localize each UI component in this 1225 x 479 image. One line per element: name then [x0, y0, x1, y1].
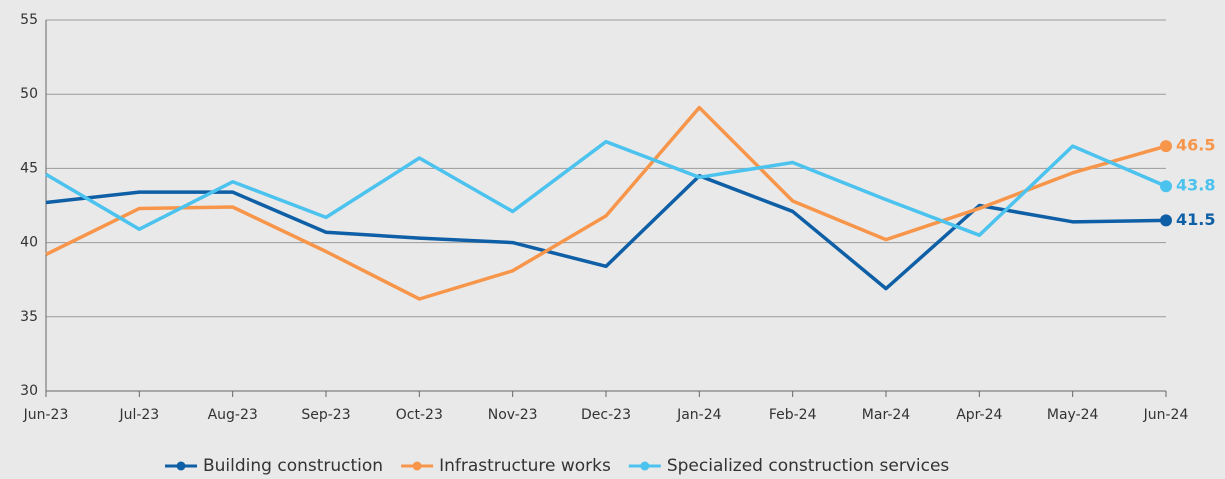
x-tick-label: Jun-23 — [23, 407, 69, 423]
end-label: 43.8 — [1176, 176, 1215, 195]
legend-dot — [176, 461, 186, 471]
end-point — [1160, 140, 1172, 153]
end-point — [1160, 180, 1172, 193]
series-line — [45, 139, 1167, 237]
x-tick-label: Aug-23 — [208, 407, 258, 423]
y-tick-label: 50 — [20, 86, 38, 102]
series-line — [45, 105, 1167, 301]
legend-dot — [412, 461, 422, 471]
y-tick-label: 35 — [20, 309, 38, 325]
x-tick-label: Apr-24 — [956, 407, 1002, 423]
legend-label: Infrastructure works — [439, 456, 611, 476]
x-tick-label: Jan-24 — [676, 407, 722, 423]
legend-label: Building construction — [203, 456, 383, 476]
x-tick-label: Nov-23 — [488, 407, 538, 423]
legend-label: Specialized construction services — [667, 456, 950, 476]
legend-dot — [640, 461, 650, 471]
x-tick-label: May-24 — [1047, 407, 1099, 423]
x-tick-label: Jun-24 — [1143, 407, 1189, 423]
y-tick-label: 45 — [20, 160, 38, 176]
end-label: 41.5 — [1176, 210, 1215, 229]
x-tick-label: Dec-23 — [581, 407, 631, 423]
x-tick-label: Sep-23 — [301, 407, 350, 423]
end-label: 46.5 — [1176, 136, 1215, 155]
x-tick-label: Jul-23 — [118, 407, 159, 423]
end-point — [1160, 214, 1172, 227]
x-tick-label: Feb-24 — [769, 407, 817, 423]
y-tick-label: 40 — [20, 235, 38, 251]
x-tick-label: Mar-24 — [862, 407, 910, 423]
y-tick-label: 55 — [20, 12, 38, 28]
series-line — [45, 174, 1167, 291]
y-tick-label: 30 — [20, 383, 38, 399]
x-tick-label: Oct-23 — [396, 407, 443, 423]
